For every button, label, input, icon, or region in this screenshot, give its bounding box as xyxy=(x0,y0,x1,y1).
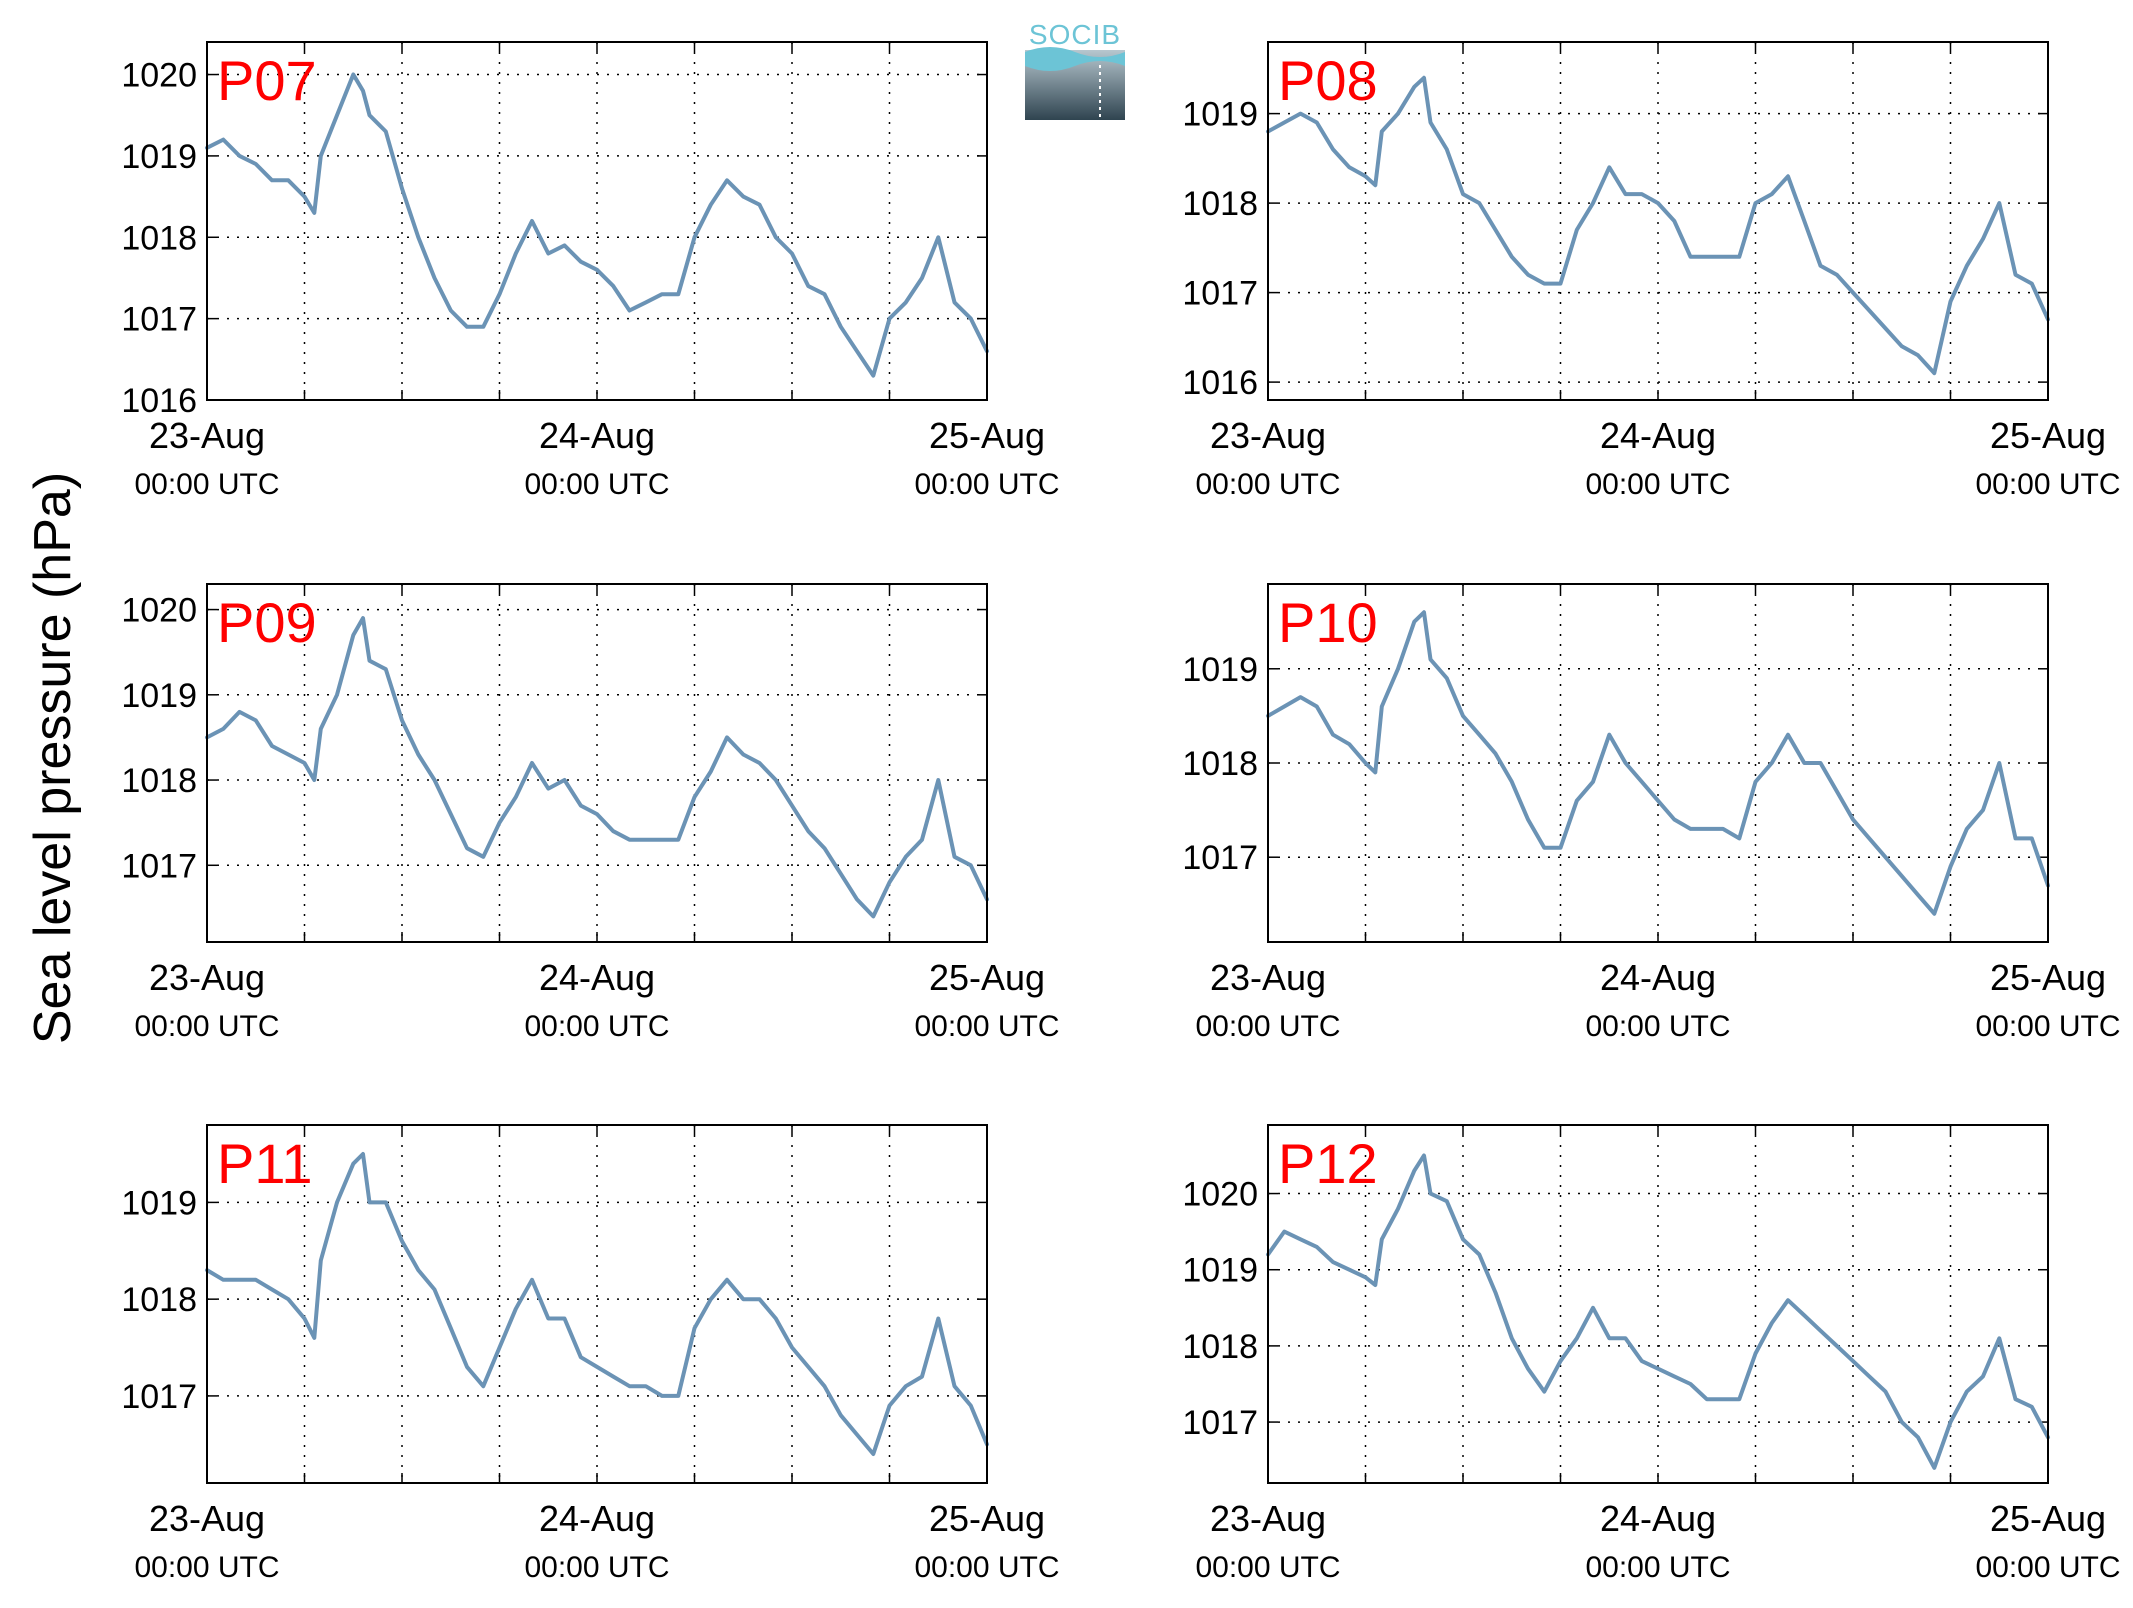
y-tick-label: 1020 xyxy=(121,57,197,95)
axes-frame xyxy=(1267,1124,2049,1484)
x-tick-label-time: 00:00 UTC xyxy=(1195,1010,1340,1043)
x-tick-label-date: 24-Aug xyxy=(539,415,655,456)
x-tick-label-date: 25-Aug xyxy=(929,415,1045,456)
y-tick-label: 1017 xyxy=(121,1378,197,1416)
y-tick-label: 1019 xyxy=(1182,96,1258,134)
panel-label: P09 xyxy=(217,591,317,654)
axes-frame xyxy=(206,41,988,401)
x-tick-label-date: 24-Aug xyxy=(1600,1498,1716,1539)
panel-p07: 1016 1017 1018 1019 1020 23-Aug 00:00 UTC 24-Au… xyxy=(121,41,1060,501)
y-tick-label: 1017 xyxy=(1182,275,1258,313)
axes-frame xyxy=(1267,583,2049,943)
x-tick-label-time: 00:00 UTC xyxy=(524,1010,669,1043)
y-tick-label: 1017 xyxy=(1182,1404,1258,1442)
y-tick-label: 1019 xyxy=(121,677,197,715)
x-tick-label-time: 00:00 UTC xyxy=(1585,468,1730,501)
y-tick-label: 1017 xyxy=(121,847,197,885)
x-tick-label-time: 00:00 UTC xyxy=(914,1010,1059,1043)
x-tick-label-date: 23-Aug xyxy=(149,1498,265,1539)
x-tick-label-date: 24-Aug xyxy=(1600,957,1716,998)
x-tick-label-time: 00:00 UTC xyxy=(1195,1551,1340,1584)
x-tick-label-time: 00:00 UTC xyxy=(1975,468,2120,501)
series-line xyxy=(1266,1153,2050,1470)
panel-p12: 1017 1018 1019 1020 23-Aug 00:00 UTC 24-Aug 00:… xyxy=(1182,1124,2121,1584)
x-tick-label-date: 25-Aug xyxy=(1990,957,2106,998)
y-tick-label: 1019 xyxy=(121,1184,197,1222)
y-tick-label: 1018 xyxy=(121,219,197,257)
y-axis-label: Sea level pressure (hPa) xyxy=(24,472,82,1044)
panel-label: P07 xyxy=(217,49,317,112)
y-tick-label: 1019 xyxy=(121,138,197,176)
x-tick-label-date: 25-Aug xyxy=(1990,1498,2106,1539)
logo-text: SOCIB xyxy=(1029,19,1121,50)
series-line xyxy=(205,616,989,919)
panel-label: P10 xyxy=(1278,591,1378,654)
panel-label: P12 xyxy=(1278,1132,1378,1195)
x-tick-label-time: 00:00 UTC xyxy=(1195,468,1340,501)
y-tick-label: 1020 xyxy=(1182,1176,1258,1214)
x-tick-label-time: 00:00 UTC xyxy=(1585,1010,1730,1043)
x-tick-label-time: 00:00 UTC xyxy=(1975,1551,2120,1584)
x-tick-label-date: 24-Aug xyxy=(1600,415,1716,456)
x-tick-label-time: 00:00 UTC xyxy=(524,1551,669,1584)
series-line xyxy=(1266,610,2050,916)
panel-p10: 1017 1018 1019 23-Aug 00:00 UTC 24-Aug 00:00 U… xyxy=(1182,583,2121,1043)
y-tick-label: 1018 xyxy=(1182,745,1258,783)
series-line xyxy=(205,1152,989,1456)
x-tick-label-date: 24-Aug xyxy=(539,957,655,998)
y-tick-label: 1018 xyxy=(121,762,197,800)
x-tick-label-time: 00:00 UTC xyxy=(524,468,669,501)
y-tick-label: 1017 xyxy=(1182,839,1258,877)
x-tick-label-time: 00:00 UTC xyxy=(914,1551,1059,1584)
x-tick-label-date: 24-Aug xyxy=(539,1498,655,1539)
x-tick-label-time: 00:00 UTC xyxy=(134,468,279,501)
y-tick-label: 1019 xyxy=(1182,651,1258,689)
panel-label: P08 xyxy=(1278,49,1378,112)
y-tick-label: 1016 xyxy=(121,382,197,420)
x-tick-label-date: 23-Aug xyxy=(1210,1498,1326,1539)
y-tick-label: 1017 xyxy=(121,301,197,339)
logo-wave xyxy=(1025,47,1125,71)
series-line xyxy=(205,72,989,378)
socib-logo: SOCIB xyxy=(1025,19,1125,120)
x-tick-label-time: 00:00 UTC xyxy=(1585,1551,1730,1584)
y-tick-label: 1020 xyxy=(121,592,197,630)
panel-p11: 1017 1018 1019 23-Aug 00:00 UTC 24-Aug 00:00 U… xyxy=(121,1124,1060,1584)
y-tick-label: 1018 xyxy=(1182,1328,1258,1366)
x-tick-label-time: 00:00 UTC xyxy=(134,1010,279,1043)
axes-frame xyxy=(206,1124,988,1484)
x-tick-label-date: 25-Aug xyxy=(929,957,1045,998)
x-tick-label-time: 00:00 UTC xyxy=(1975,1010,2120,1043)
x-tick-label-time: 00:00 UTC xyxy=(134,1551,279,1584)
axes-frame xyxy=(1267,41,2049,401)
y-tick-label: 1019 xyxy=(1182,1252,1258,1290)
panel-label: P11 xyxy=(217,1132,312,1195)
x-tick-label-time: 00:00 UTC xyxy=(914,468,1059,501)
x-tick-label-date: 23-Aug xyxy=(149,957,265,998)
x-tick-label-date: 23-Aug xyxy=(1210,957,1326,998)
y-tick-label: 1016 xyxy=(1182,364,1258,402)
y-tick-label: 1018 xyxy=(1182,185,1258,223)
panel-p09: 1017 1018 1019 1020 23-Aug 00:00 UTC 24-Aug 00:… xyxy=(121,583,1060,1043)
x-tick-label-date: 25-Aug xyxy=(929,1498,1045,1539)
y-tick-label: 1018 xyxy=(121,1281,197,1319)
axes-frame xyxy=(206,583,988,943)
panel-p08: 1016 1017 1018 1019 23-Aug 00:00 UTC 24-Aug 00:… xyxy=(1182,41,2121,501)
x-tick-label-date: 23-Aug xyxy=(149,415,265,456)
x-tick-label-date: 23-Aug xyxy=(1210,415,1326,456)
x-tick-label-date: 25-Aug xyxy=(1990,415,2106,456)
panels: 1016 1017 1018 1019 1020 23-Aug 00:00 UTC 24-Au… xyxy=(121,41,2121,1584)
series-line xyxy=(1266,75,2050,376)
